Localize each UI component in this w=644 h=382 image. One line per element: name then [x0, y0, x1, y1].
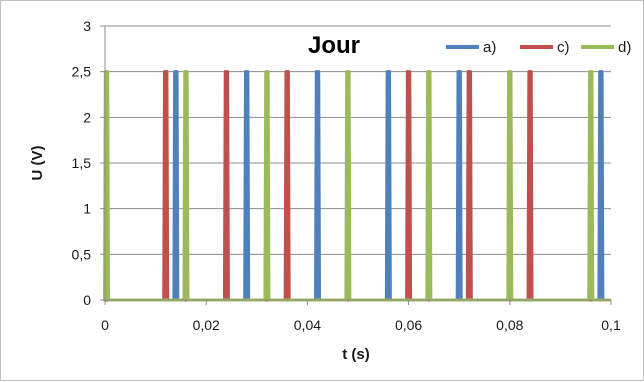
- legend: a) c) d): [446, 39, 631, 56]
- y-tick-label: 0,5: [72, 246, 92, 262]
- legend-label-0: a): [483, 39, 496, 56]
- series-layer: [103, 70, 611, 302]
- x-tick-label: 0,08: [496, 317, 523, 333]
- series-2: [103, 70, 611, 302]
- series-line-2: [103, 70, 611, 302]
- series-0: [105, 70, 611, 302]
- y-tick-label: 2: [83, 109, 91, 125]
- series-line-1: [105, 70, 611, 302]
- y-axis-title: U (V): [29, 146, 46, 181]
- series-1: [105, 70, 611, 302]
- x-tick-label: 0,02: [193, 317, 220, 333]
- x-tick-label: 0,06: [395, 317, 422, 333]
- x-tick-label: 0,1: [601, 317, 621, 333]
- y-tick-label: 3: [83, 18, 91, 34]
- x-axis-title: t (s): [342, 346, 370, 363]
- legend-label-1: c): [557, 39, 570, 56]
- x-tick-label: 0,04: [294, 317, 321, 333]
- y-tick-label: 1: [83, 201, 91, 217]
- axis-layer: 0 0,5 1 1,5 2 2,5 3 0 0,02 0,04 0,06 0,08 0,1: [72, 18, 621, 333]
- y-tick-label: 1,5: [72, 155, 92, 171]
- series-line-0: [105, 70, 611, 302]
- x-tick-label: 0: [101, 317, 109, 333]
- chart-title: Jour: [308, 32, 360, 59]
- grid-layer: [105, 25, 611, 255]
- y-tick-label: 2,5: [72, 64, 92, 80]
- y-tick-label: 0: [83, 292, 91, 308]
- legend-label-2: d): [618, 39, 631, 56]
